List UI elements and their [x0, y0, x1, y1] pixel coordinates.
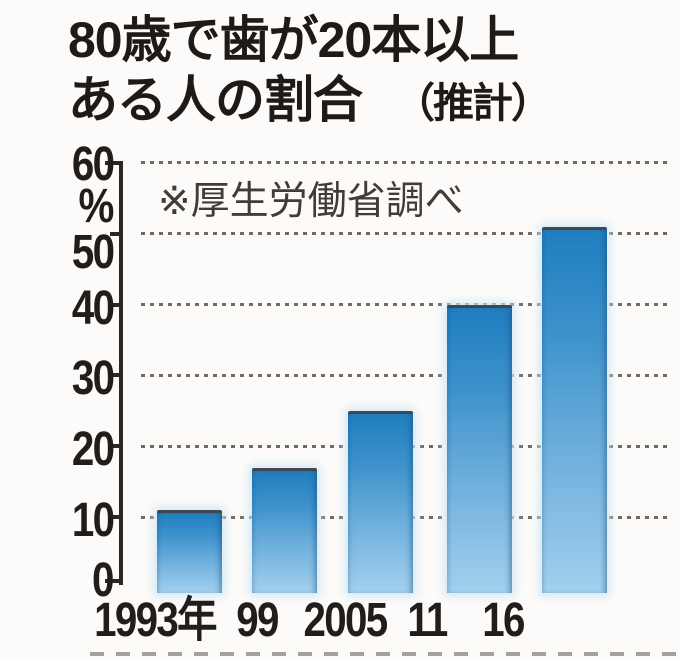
y-tick-60 — [105, 160, 119, 165]
chart-title-line1: 80歳で歯が20本以上 — [68, 12, 519, 68]
y-tick-50 — [110, 231, 119, 236]
y-axis-line — [119, 161, 123, 585]
source-note: ※厚生労働省調べ — [158, 180, 464, 223]
bar-2005 — [348, 410, 413, 593]
y-label-20: 20 — [71, 423, 115, 477]
bar-1993年 — [157, 510, 222, 593]
y-label-50: 50 — [71, 225, 115, 279]
bar-16 — [542, 226, 607, 593]
gridline-60 — [141, 161, 668, 165]
chart-title-line2-main: ある人の割合 — [68, 72, 363, 128]
gridline-40 — [141, 303, 668, 307]
y-label-0: 0 — [92, 554, 114, 607]
y-tick-10 — [110, 515, 119, 520]
x-label-11: 11 — [407, 594, 448, 647]
y-tick-0 — [105, 579, 119, 583]
y-label-10: 10 — [71, 494, 115, 548]
y-label-60: 60 — [71, 137, 115, 191]
y-tick-20 — [110, 444, 119, 449]
bottom-crop-artifact — [90, 652, 680, 656]
y-axis-unit: % — [78, 180, 115, 233]
gridline-50 — [141, 232, 668, 236]
y-tick-30 — [110, 373, 119, 378]
bar-99 — [252, 467, 317, 593]
chart-title: 80歳で歯が20本以上 ある人の割合 （推計） — [68, 10, 552, 133]
y-tick-40 — [110, 302, 119, 307]
chart-title-line2: ある人の割合 （推計） — [68, 70, 552, 133]
y-label-30: 30 — [71, 352, 115, 406]
x-label-99: 99 — [236, 594, 279, 647]
gridline-30 — [141, 373, 668, 377]
bar-11 — [447, 304, 512, 593]
chart-title-estimate-label: （推計） — [394, 80, 552, 126]
y-label-40: 40 — [71, 281, 115, 335]
x-label-2005: 2005 — [303, 594, 389, 647]
x-label-16: 16 — [482, 594, 525, 647]
x-label-1993年: 1993年 — [94, 594, 217, 647]
